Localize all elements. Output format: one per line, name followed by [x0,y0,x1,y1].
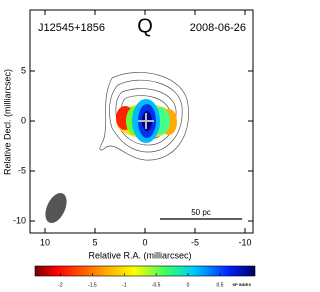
x-axis-label: Relative R.A. (milliarcsec) [88,250,191,260]
y-tick-label: -10 [13,215,26,225]
spectral-index-map [116,99,177,143]
y-tick-label: 0 [21,115,26,125]
x-tick-label: 5 [92,237,97,247]
x-tick-label: 0 [142,237,147,247]
chart: 50 pc J12545+1856 Q 2008-06-26 Relative … [2,9,256,288]
y-axis-label: Relative Decl. (milliarcsec) [2,69,12,175]
colorbar [34,265,256,277]
colorbar-tick-label: -0.5 [152,282,161,288]
x-tick-label: 10 [40,237,50,247]
y-tick-label: -5 [18,165,26,175]
colorbar-tick-label: 0 [187,282,190,288]
colorbar-tick-label: -1 [122,282,127,288]
source-name: J12545+1856 [38,22,105,34]
band-label: Q [137,15,153,37]
scale-bar-label: 50 pc [191,208,211,217]
date-label: 2008-06-26 [190,22,246,34]
colorbar-tick-label: -1.5 [88,282,97,288]
colorbar-tick-label: -2 [58,282,63,288]
colorbar-tick-label: 0.5 [216,282,223,288]
y-tick-label: 5 [21,65,26,75]
x-tick-label: -5 [191,237,199,247]
beam [45,193,67,223]
colorbar-label: SP INDEX [232,282,251,287]
x-tick-label: -10 [238,237,251,247]
